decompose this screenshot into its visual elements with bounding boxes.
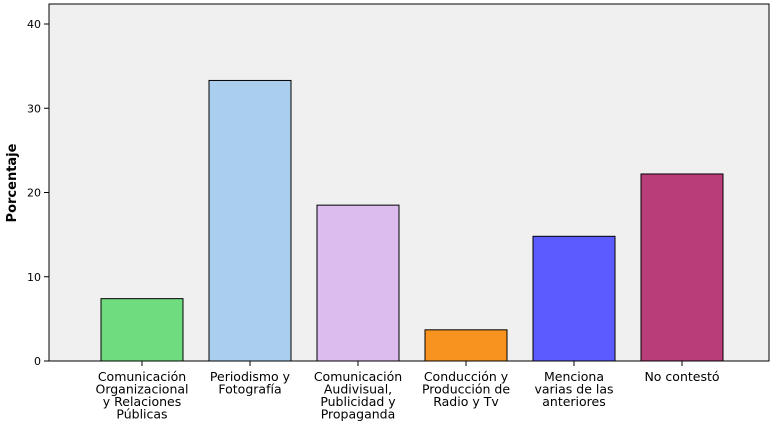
y-tick-label: 30	[27, 102, 41, 115]
y-axis-title: Porcentaje	[5, 143, 20, 222]
x-category-label-line: anteriores	[542, 394, 606, 409]
x-category-label-line: Publicidad y	[320, 394, 396, 409]
x-category-label-line: Producción de	[422, 382, 510, 397]
x-category-label-line: Conducción y	[424, 369, 509, 384]
x-category-label-line: Comunicación	[98, 369, 186, 384]
x-category-label: Comunicación Audivisual, Publicidad y Propa…	[314, 369, 402, 422]
x-category-label: Menciona varias de las anteriores	[534, 369, 613, 409]
x-category-label-line: y Relaciones	[103, 394, 181, 409]
x-category-label-line: Propaganda	[321, 407, 396, 422]
x-category-label-line: Radio y Tv	[433, 394, 499, 409]
y-tick-label: 0	[34, 355, 41, 368]
x-category-label-line: Organizacional	[95, 382, 188, 397]
x-category-label: No contestó	[644, 369, 719, 384]
x-category-label-line: Públicas	[116, 407, 167, 422]
x-category-label-line: varias de las	[534, 382, 613, 397]
bar	[640, 173, 724, 362]
x-category-label-line: Comunicación	[314, 369, 402, 384]
x-category-label: Conducción y Producción de Radio y Tv	[422, 369, 510, 409]
x-category-label-line: No contestó	[644, 369, 719, 384]
x-category-label-line: Fotografía	[218, 382, 281, 397]
bar	[532, 235, 616, 362]
bars	[100, 79, 724, 362]
x-category-label-line: Audivisual,	[324, 382, 392, 397]
bar	[424, 329, 508, 362]
y-axis: 0 10 20 30 40	[27, 18, 49, 368]
y-tick-label: 10	[27, 271, 41, 284]
x-category-label-line: Menciona	[544, 369, 604, 384]
x-axis-labels: Comunicación Organizacional y Relaciones Pú…	[95, 361, 720, 422]
x-category-label: Comunicación Organizacional y Relaciones Pú…	[95, 369, 188, 422]
bar	[208, 79, 292, 362]
bar	[100, 298, 184, 362]
bar	[316, 204, 400, 362]
y-tick-label: 40	[27, 18, 41, 31]
x-category-label-line: Periodismo y	[210, 369, 291, 384]
y-tick-label: 20	[27, 187, 41, 200]
x-category-label: Periodismo y Fotografía	[210, 369, 291, 397]
